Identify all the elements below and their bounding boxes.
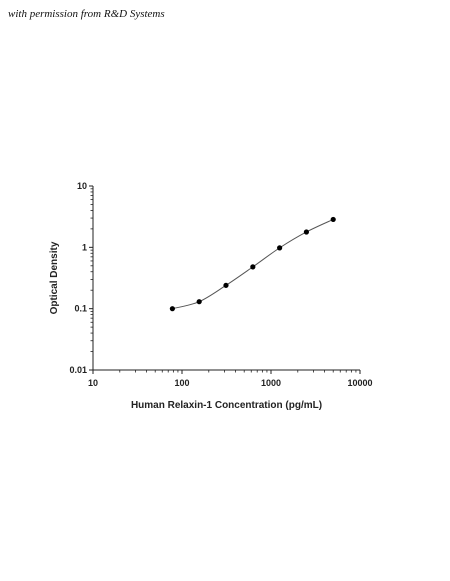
y-ticks: 0.01 0.1 1 10 — [69, 181, 93, 375]
data-point — [277, 245, 283, 251]
data-point — [196, 299, 202, 305]
data-point — [303, 229, 310, 235]
y-tick-label: 1 — [82, 242, 87, 252]
data-point — [330, 216, 336, 223]
data-point — [169, 306, 175, 312]
x-tick-label: 1000 — [261, 378, 281, 388]
data-point — [250, 264, 256, 270]
y-axis-label: Optical Density — [49, 241, 60, 314]
x-tick-label: 100 — [174, 378, 189, 388]
credit-note: with permission from R&D Systems — [8, 8, 165, 20]
x-tick-label: 10 — [88, 378, 98, 388]
data-point — [223, 282, 229, 288]
axes — [92, 186, 360, 371]
data-points — [169, 216, 336, 312]
fit-curve — [172, 218, 334, 310]
y-tick-label: 10 — [77, 181, 87, 191]
x-ticks: 10 100 1000 10000 — [88, 370, 373, 388]
x-axis-label: Human Relaxin-1 Concentration (pg/mL) — [131, 400, 322, 411]
y-tick-label: 0.1 — [74, 304, 87, 314]
y-tick-label: 0.01 — [69, 365, 87, 375]
x-tick-label: 10000 — [347, 378, 372, 388]
